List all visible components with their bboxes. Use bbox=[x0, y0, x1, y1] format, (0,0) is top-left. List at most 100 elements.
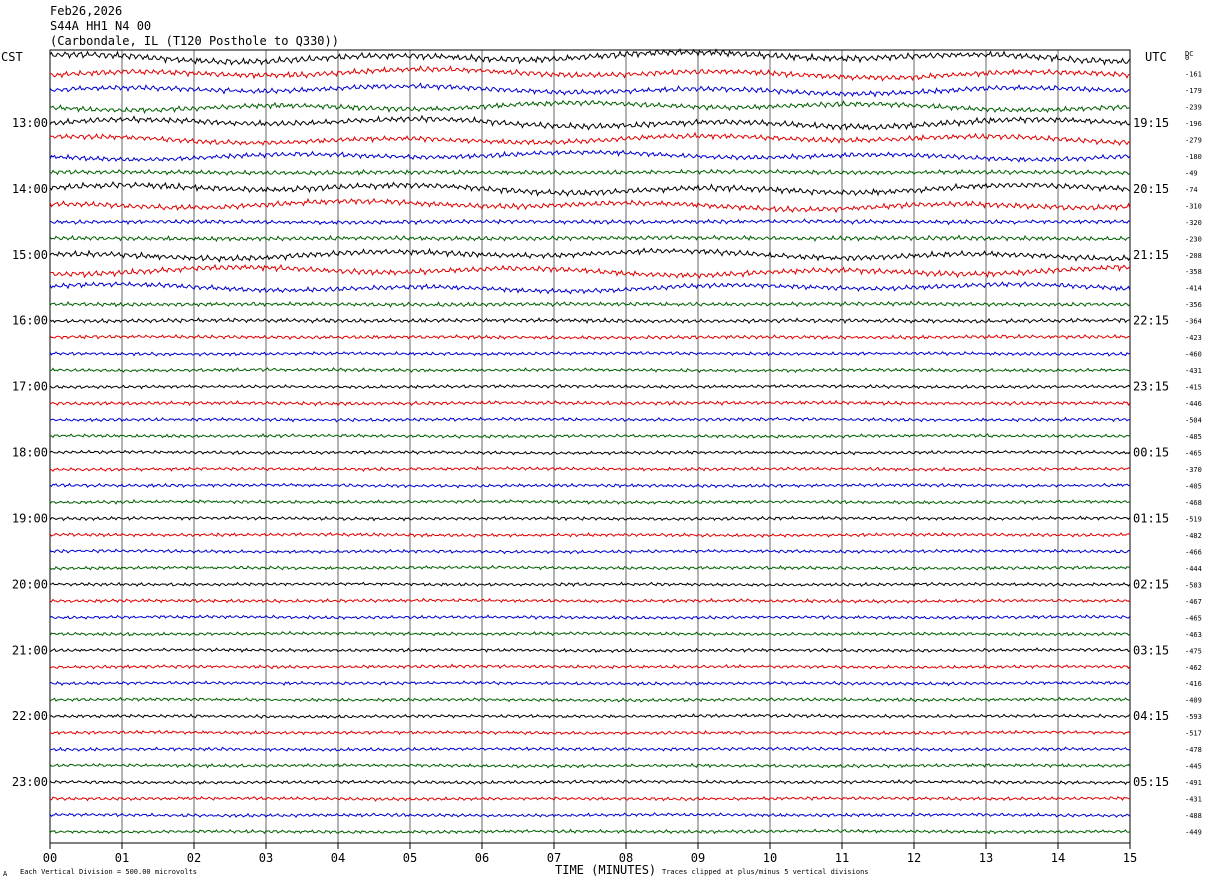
dc-offset-label: -517 bbox=[1185, 730, 1202, 738]
dc-offset-label: -179 bbox=[1185, 87, 1202, 95]
dc-offset-label: -415 bbox=[1185, 384, 1202, 392]
seismic-trace bbox=[49, 82, 1131, 98]
right-hour-label: 02:15 bbox=[1133, 577, 1169, 591]
x-tick-label: 10 bbox=[763, 851, 777, 865]
seismic-trace bbox=[49, 630, 1131, 637]
dc-offset-label: -583 bbox=[1185, 581, 1202, 589]
seismic-trace bbox=[49, 131, 1131, 147]
x-tick-label: 12 bbox=[907, 851, 921, 865]
seismic-trace bbox=[49, 64, 1131, 82]
dc-offset-label: -465 bbox=[1185, 450, 1202, 458]
seismic-trace bbox=[49, 729, 1131, 736]
dc-offset-label: -416 bbox=[1185, 680, 1202, 688]
seismic-trace bbox=[49, 795, 1131, 802]
seismic-trace bbox=[49, 48, 1131, 66]
seismic-trace bbox=[49, 263, 1131, 280]
dc-offset-label: -180 bbox=[1185, 153, 1202, 161]
seismic-trace bbox=[49, 333, 1131, 341]
x-tick-label: 05 bbox=[403, 851, 417, 865]
seismic-trace bbox=[49, 564, 1131, 571]
seismic-trace bbox=[49, 746, 1131, 753]
left-hour-label: 15:00 bbox=[12, 248, 48, 262]
chart-date: Feb26,2026 bbox=[50, 4, 123, 18]
dc-offset-label: -468 bbox=[1185, 499, 1202, 507]
dc-offset-label: -431 bbox=[1185, 367, 1202, 375]
left-hour-label: 18:00 bbox=[12, 446, 48, 460]
seismic-trace bbox=[49, 149, 1131, 163]
right-hour-label: 23:15 bbox=[1133, 380, 1169, 394]
left-hour-label: 23:00 bbox=[12, 775, 48, 789]
seismic-trace bbox=[49, 482, 1131, 489]
dc-offset-label: -462 bbox=[1185, 664, 1202, 672]
dc-offset-label: -279 bbox=[1185, 136, 1202, 144]
seismic-trace bbox=[49, 300, 1131, 308]
seismic-trace bbox=[49, 234, 1131, 242]
dc-offset-label: -423 bbox=[1185, 334, 1202, 342]
x-tick-label: 09 bbox=[691, 851, 705, 865]
dc-offset-label: -358 bbox=[1185, 268, 1202, 276]
dc-offset-label: -196 bbox=[1185, 120, 1202, 128]
dc-offset-label: -444 bbox=[1185, 565, 1202, 573]
dc-offset-label: -488 bbox=[1185, 812, 1202, 820]
x-tick-label: 00 bbox=[43, 851, 57, 865]
dc-offset-label: -467 bbox=[1185, 598, 1202, 606]
right-hour-label: 01:15 bbox=[1133, 511, 1169, 525]
dc-offset-label: -414 bbox=[1185, 285, 1202, 293]
x-tick-label: 08 bbox=[619, 851, 633, 865]
right-hour-label: 21:15 bbox=[1133, 248, 1169, 262]
seismic-trace bbox=[49, 218, 1131, 226]
dc-offset-label: -356 bbox=[1185, 301, 1202, 309]
dc-offset-label: -504 bbox=[1185, 417, 1202, 425]
dc-offset-label: -466 bbox=[1185, 548, 1202, 556]
plot-frame bbox=[49, 49, 1131, 844]
seismic-trace bbox=[49, 812, 1131, 818]
seismic-trace bbox=[49, 696, 1131, 703]
seismic-trace bbox=[49, 317, 1131, 325]
seismic-trace bbox=[49, 399, 1131, 407]
x-tick-label: 13 bbox=[979, 851, 993, 865]
seismic-trace bbox=[49, 416, 1131, 423]
station-id: S44A HH1 N4 00 bbox=[50, 19, 152, 33]
dc-offset-label: -364 bbox=[1185, 318, 1202, 326]
left-hour-label: 20:00 bbox=[12, 577, 48, 591]
dc-offset-label: -460 bbox=[1185, 351, 1202, 359]
x-tick-label: 04 bbox=[331, 851, 345, 865]
dc-offset-label: -74 bbox=[1185, 186, 1198, 194]
dc-offset-label: -485 bbox=[1185, 433, 1202, 441]
seismic-trace bbox=[49, 828, 1131, 835]
dc-offset-label: -445 bbox=[1185, 763, 1202, 771]
dc-offset-label: -409 bbox=[1185, 697, 1202, 705]
dc-offset-label: -310 bbox=[1185, 202, 1202, 210]
dc-offset-label: -49 bbox=[1185, 169, 1198, 177]
left-timezone-label: CST bbox=[1, 50, 23, 64]
dc-offset-label: -370 bbox=[1185, 466, 1202, 474]
dc-offset-label: -320 bbox=[1185, 219, 1202, 227]
dc-offset-label: -593 bbox=[1185, 713, 1202, 721]
seismic-trace bbox=[49, 367, 1131, 374]
seismic-trace bbox=[49, 449, 1131, 456]
dc-offset-label: -478 bbox=[1185, 746, 1202, 754]
right-hour-label: 19:15 bbox=[1133, 116, 1169, 130]
x-tick-label: 15 bbox=[1123, 851, 1137, 865]
corner-mark: A bbox=[3, 870, 8, 878]
seismic-trace bbox=[49, 281, 1131, 295]
right-hour-label: 04:15 bbox=[1133, 709, 1169, 723]
dc-offset-label: -465 bbox=[1185, 614, 1202, 622]
x-tick-label: 07 bbox=[547, 851, 561, 865]
dc-offset-label: -449 bbox=[1185, 829, 1202, 837]
seismic-trace bbox=[49, 180, 1131, 197]
seismic-trace bbox=[49, 465, 1131, 472]
left-hour-label: 14:00 bbox=[12, 182, 48, 196]
seismic-trace bbox=[49, 350, 1131, 357]
dc-offset-label: -230 bbox=[1185, 235, 1202, 243]
left-hour-label: 21:00 bbox=[12, 643, 48, 657]
seismic-trace bbox=[49, 99, 1131, 115]
dc-offset-label: -161 bbox=[1185, 70, 1202, 78]
seismic-trace bbox=[49, 779, 1131, 786]
dc-offset-label: -482 bbox=[1185, 532, 1202, 540]
seismic-trace bbox=[49, 498, 1131, 505]
right-timezone-label: UTC bbox=[1145, 50, 1167, 64]
x-tick-label: 06 bbox=[475, 851, 489, 865]
dc-header-label: DC bbox=[1185, 50, 1194, 58]
seismic-trace bbox=[49, 197, 1131, 214]
